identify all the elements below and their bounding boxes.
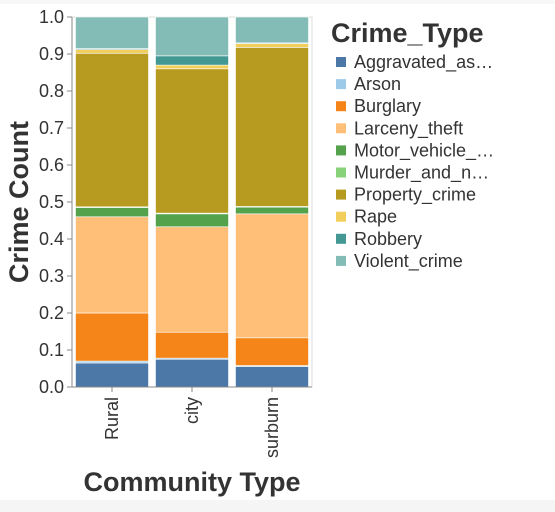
legend-label: Larceny_theft — [354, 118, 463, 139]
y-axis-title: Crime Count — [4, 121, 34, 283]
bar-segment — [75, 207, 149, 218]
y-tick-label: 0.1 — [39, 340, 64, 360]
bar-segment — [155, 213, 229, 228]
bar-segment — [75, 362, 149, 388]
x-tick-label: city — [182, 397, 202, 424]
bar-segment — [235, 213, 309, 339]
bar-segment — [75, 16, 149, 49]
top-strip — [0, 0, 555, 4]
y-tick-label: 0.4 — [39, 229, 64, 249]
x-axis: Rural city surburn — [72, 386, 312, 458]
y-tick-label: 0.2 — [39, 303, 64, 323]
legend-swatch — [336, 79, 346, 90]
legend-label: Murder_and_n… — [354, 163, 489, 184]
bar-segment — [155, 358, 229, 388]
bar-segment — [155, 64, 229, 70]
bar-segment — [235, 206, 309, 215]
y-axis: 0.0 0.1 0.2 0.3 0.4 0.5 0.6 0.7 0.8 0.9 1.0 — [39, 7, 73, 397]
y-tick-label: 0.3 — [39, 266, 64, 286]
bar-segment — [235, 337, 309, 366]
bar-segment — [75, 312, 149, 362]
legend-label: Robbery — [354, 229, 422, 249]
y-tick-label: 0.0 — [39, 377, 64, 397]
y-tick-label: 0.7 — [39, 118, 64, 138]
y-tick-label: 0.9 — [39, 44, 64, 64]
legend-swatch — [336, 189, 346, 200]
bar-segment — [75, 52, 149, 208]
bar-segment — [235, 366, 309, 388]
x-axis-title: Community Type — [83, 467, 300, 497]
bar-segment — [155, 16, 229, 57]
bar-segment — [75, 49, 149, 54]
legend-label: Aggravated_as… — [354, 52, 493, 73]
legend-swatch — [336, 211, 346, 222]
bottom-strip — [0, 500, 555, 512]
legend-swatch — [336, 57, 346, 67]
legend-label: Property_crime — [354, 185, 476, 206]
legend-title: Crime_Type — [331, 18, 484, 48]
x-tick-label: surburn — [262, 397, 282, 458]
legend-swatch — [336, 167, 346, 178]
y-tick-label: 0.5 — [39, 192, 64, 212]
y-tick-label: 1.0 — [39, 7, 64, 27]
bar-segment — [235, 47, 309, 207]
legend-swatch — [336, 233, 346, 244]
bar-segment — [155, 331, 229, 359]
bar-segment — [75, 216, 149, 314]
bar-segment — [235, 16, 309, 44]
legend-label: Arson — [354, 74, 401, 94]
legend-label: Motor_vehicle_… — [354, 140, 494, 161]
legend-swatch — [336, 255, 346, 266]
legend: Aggravated_as…ArsonBurglaryLarceny_theft… — [336, 52, 494, 272]
bars-group — [75, 16, 309, 388]
bar-segment — [155, 226, 229, 333]
x-tick-label: Rural — [102, 397, 122, 440]
legend-label: Rape — [354, 207, 397, 227]
legend-swatch — [336, 123, 346, 134]
legend-swatch — [336, 101, 346, 112]
y-tick-label: 0.8 — [39, 81, 64, 101]
bar-segment — [155, 68, 229, 214]
bar-segment — [235, 43, 309, 48]
bar-segment — [155, 55, 229, 66]
y-tick-label: 0.6 — [39, 155, 64, 175]
legend-swatch — [336, 145, 346, 156]
legend-label: Burglary — [354, 96, 421, 116]
legend-label: Violent_crime — [354, 251, 463, 272]
